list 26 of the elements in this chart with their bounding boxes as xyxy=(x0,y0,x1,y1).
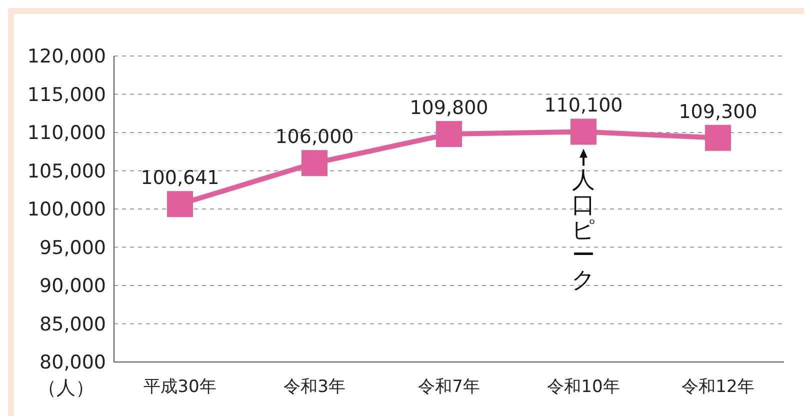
y-tick-label: 95,000 xyxy=(40,236,106,259)
x-tick-label: 令和10年 xyxy=(547,377,620,398)
data-label: 106,000 xyxy=(275,126,354,148)
y-tick-label: 85,000 xyxy=(40,313,106,336)
x-tick-label: 令和12年 xyxy=(682,377,754,398)
data-label: 110,100 xyxy=(544,94,623,117)
y-tick-label: 110,000 xyxy=(27,122,106,144)
y-tick-label: 115,000 xyxy=(27,84,106,106)
point xyxy=(167,191,193,218)
y-tick-label: 100,000 xyxy=(27,198,106,221)
point xyxy=(436,121,462,148)
annotation: 人口ピーク xyxy=(572,168,596,294)
x-tick-label: 令和3年 xyxy=(284,377,346,398)
x-tick-label: 令和7年 xyxy=(418,377,480,398)
point xyxy=(302,150,328,176)
x-tick-label: 平成30年 xyxy=(144,377,216,398)
y-tick-label: 105,000 xyxy=(27,160,106,182)
y-tick-label: 120,000 xyxy=(27,46,106,68)
point xyxy=(705,124,731,151)
y-tick-label: 80,000 xyxy=(40,352,106,374)
y-tick-label: 90,000 xyxy=(40,275,106,298)
data-label: 109,300 xyxy=(678,100,758,123)
data-label: 109,800 xyxy=(410,97,488,120)
data-label: 100,641 xyxy=(140,167,220,190)
y-axis-title: （人） xyxy=(38,377,94,399)
point xyxy=(570,118,596,145)
